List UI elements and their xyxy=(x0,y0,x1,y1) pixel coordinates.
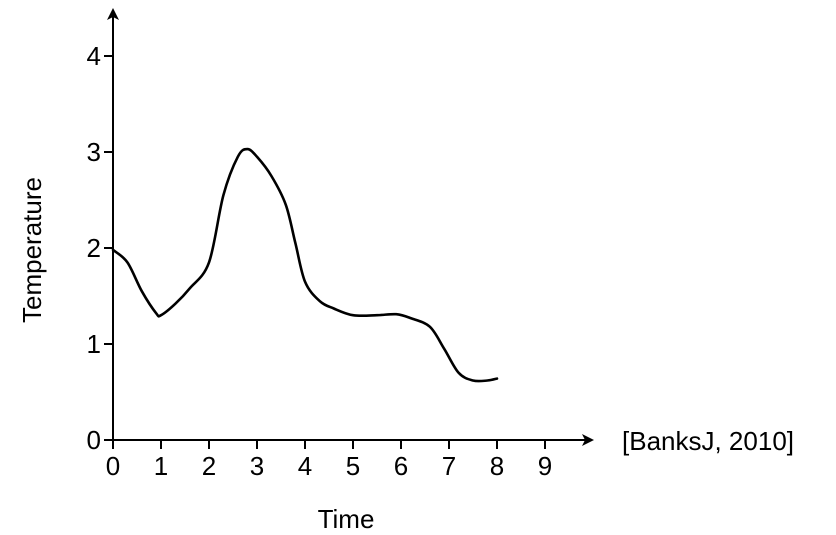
y-tick-label: 2 xyxy=(87,233,101,263)
series-layer xyxy=(111,147,499,383)
x-tick-label: 0 xyxy=(106,451,120,481)
x-tick-label: 4 xyxy=(298,451,312,481)
x-tick-label: 3 xyxy=(250,451,264,481)
x-tick-label: 8 xyxy=(490,451,504,481)
x-tick-label: 2 xyxy=(202,451,216,481)
y-tick-label: 4 xyxy=(87,41,101,71)
y-tick-label: 1 xyxy=(87,329,101,359)
x-tick-label: 9 xyxy=(538,451,552,481)
y-tick-label: 3 xyxy=(87,137,101,167)
x-tick-label: 5 xyxy=(346,451,360,481)
x-tick-label: 6 xyxy=(394,451,408,481)
x-tick-label: 7 xyxy=(442,451,456,481)
x-axis-ticks: 0 1 2 3 4 5 6 7 8 9 xyxy=(106,440,552,481)
y-axis-label: Temperature xyxy=(17,177,47,323)
y-tick-label: 0 xyxy=(87,425,101,455)
y-axis-ticks: 0 1 2 3 4 xyxy=(87,41,113,455)
x-tick-label: 1 xyxy=(154,451,168,481)
temperature-series-line xyxy=(111,147,499,383)
citation-annotation: [BanksJ, 2010] xyxy=(622,426,794,456)
x-axis-label: Time xyxy=(318,504,375,534)
